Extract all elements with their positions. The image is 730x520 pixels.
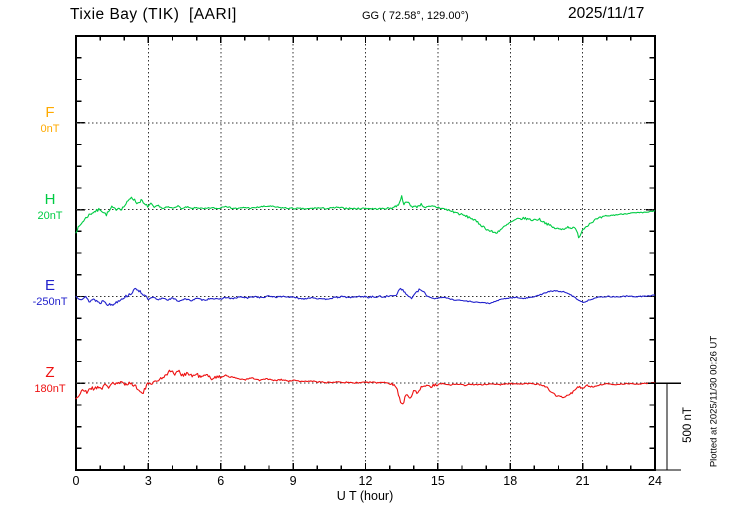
x-tick-label-0: 0 bbox=[72, 474, 80, 488]
component-letter-Z: Z bbox=[45, 364, 55, 382]
component-baseline-value-E: -250nT bbox=[32, 296, 68, 309]
component-baselines bbox=[76, 122, 655, 384]
x-tick-label-3: 3 bbox=[144, 474, 152, 488]
vertical-gridlines bbox=[147, 36, 584, 470]
component-label-H: H 20nT bbox=[14, 192, 86, 222]
x-tick-label-18: 18 bbox=[503, 474, 518, 488]
plot-date: 2025/11/17 bbox=[568, 5, 645, 22]
x-tick-label-12: 12 bbox=[358, 474, 373, 488]
component-baseline-value-F: 0nT bbox=[40, 122, 60, 135]
component-letter-F: F bbox=[45, 103, 55, 121]
trace-E bbox=[75, 287, 656, 307]
x-tick-label-9: 9 bbox=[289, 474, 297, 488]
geographic-coords: GG ( 72.58°, 129.00°) bbox=[362, 10, 469, 22]
component-baseline-value-H: 20nT bbox=[37, 209, 63, 222]
plotted-at-note: Plotted at 2025/11/30 00:26 UT bbox=[708, 335, 720, 468]
component-letter-E: E bbox=[44, 277, 55, 295]
x-tick-label-6: 6 bbox=[217, 474, 225, 488]
x-tick-label-15: 15 bbox=[430, 474, 445, 488]
station-title: Tixie Bay (TIK) [AARI] bbox=[70, 6, 237, 23]
scale-bar bbox=[648, 382, 681, 471]
trace-Z bbox=[75, 369, 656, 405]
component-label-F: F 0nT bbox=[14, 105, 86, 135]
trace-H bbox=[75, 195, 656, 239]
x-axis-ticks bbox=[99, 36, 632, 470]
component-label-Z: Z 180nT bbox=[14, 365, 86, 395]
x-axis-title: U T (hour) bbox=[336, 489, 394, 503]
scale-bar-label: 500 nT bbox=[682, 407, 694, 443]
component-baseline-value-Z: 180nT bbox=[34, 383, 66, 396]
x-tick-label-21: 21 bbox=[575, 474, 590, 488]
x-tick-label-24: 24 bbox=[648, 474, 662, 488]
component-letter-H: H bbox=[44, 190, 56, 208]
component-label-E: E -250nT bbox=[14, 278, 86, 308]
